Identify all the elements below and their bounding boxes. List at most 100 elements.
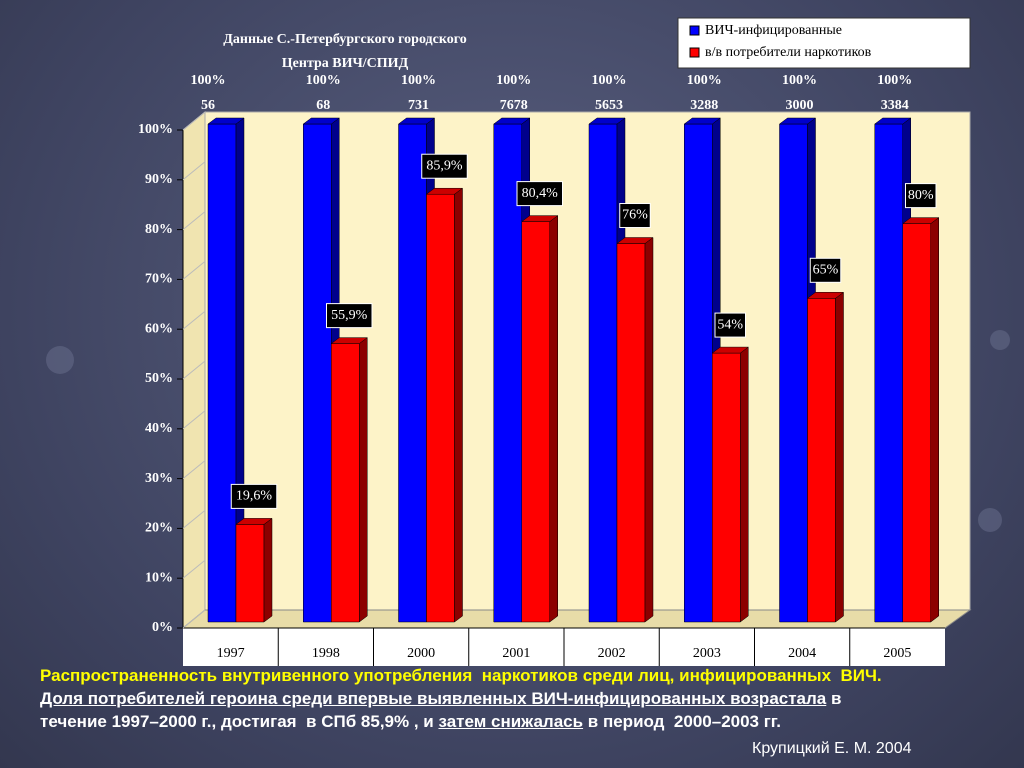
y-tick-label: 80% (145, 222, 173, 237)
legend-label: ВИЧ-инфицированные (705, 23, 842, 38)
bar-top (806, 292, 845, 299)
count-label: 3288 (690, 98, 718, 113)
chart-title: Данные С.-Петербургского городского (223, 32, 466, 47)
grid-line (182, 609, 206, 629)
bar-front (684, 123, 713, 623)
bar (425, 187, 464, 623)
data-label: 100% (191, 73, 226, 88)
bar-top (683, 117, 721, 125)
legend-swatch (689, 25, 700, 36)
data-label-box (326, 303, 373, 329)
bar-top (397, 117, 436, 125)
y-tick-label: 0% (152, 620, 173, 635)
data-label: 85,9% (426, 158, 463, 173)
floor (181, 609, 972, 629)
bar-side (740, 346, 749, 623)
legend (677, 17, 971, 69)
grid-line (182, 559, 206, 579)
bar-side (644, 237, 654, 623)
data-label-box (230, 483, 278, 509)
bar-front (426, 193, 455, 623)
count-label: 68 (316, 98, 330, 113)
count-label: 731 (408, 98, 429, 113)
caption-line: течение 1997–2000 г., достигая в СПб 85,… (40, 710, 1024, 733)
bar (330, 337, 368, 623)
data-label: 100% (782, 73, 817, 88)
bar (521, 215, 559, 623)
data-label-box (619, 203, 651, 229)
bar-top (207, 117, 245, 125)
grid-line (182, 410, 206, 430)
x-tick-label: 2005 (883, 646, 911, 661)
grid-line (182, 261, 206, 280)
grid-line (182, 310, 206, 330)
y-tick-label: 20% (145, 521, 173, 536)
data-label: 80,4% (522, 186, 559, 201)
bar-front (588, 123, 618, 623)
caption-text: в период 2000–2003 гг. (583, 712, 781, 731)
bar-front (303, 123, 332, 623)
y-tick-label: 100% (138, 122, 173, 137)
bar-side (359, 337, 368, 623)
count-label: 3000 (786, 98, 814, 113)
bar-front (235, 524, 265, 623)
y-tick-label: 30% (145, 471, 173, 486)
bar-top (493, 117, 531, 125)
bar-top (235, 518, 273, 525)
data-label: 80% (908, 188, 934, 203)
data-label: 54% (717, 317, 743, 332)
data-label-box (516, 181, 563, 207)
bar-top (425, 187, 464, 195)
decor (46, 346, 74, 374)
bar-top (874, 117, 912, 125)
data-label-box (809, 257, 842, 283)
data-label: 65% (813, 263, 839, 278)
data-label: 100% (401, 73, 436, 88)
y-tick-label: 40% (145, 421, 173, 436)
bar-front (902, 223, 931, 623)
decor (990, 330, 1010, 350)
bar-side (549, 215, 558, 623)
data-label: 76% (622, 208, 648, 223)
grid-line (182, 211, 206, 230)
count-label: 5653 (595, 98, 623, 113)
count-label: 7678 (500, 98, 528, 113)
legend-swatch (689, 47, 700, 58)
x-tick-label: 2003 (693, 646, 721, 661)
bar-top (616, 237, 654, 244)
caption: Распространенность внутривенного употреб… (40, 664, 1024, 733)
bar (902, 217, 940, 623)
data-label: 100% (306, 73, 341, 88)
bar-front (807, 298, 836, 623)
x-tick-label: 2000 (407, 646, 435, 661)
bar-front (521, 221, 550, 623)
bar-top (330, 337, 368, 344)
legend-label: в/в потребители наркотиков (705, 45, 872, 60)
decor (978, 508, 1002, 532)
count-label: 3384 (881, 98, 909, 113)
grid-line (182, 460, 206, 479)
caption-text: течение 1997–2000 г., достигая в СПб 85,… (40, 712, 439, 731)
bar-top (588, 117, 626, 125)
bar-front (874, 123, 903, 623)
x-tick-label: 2002 (598, 646, 626, 661)
x-tick-label: 1998 (312, 646, 340, 661)
bar (711, 346, 749, 623)
data-label: 55,9% (331, 308, 368, 323)
data-label-box (421, 153, 468, 179)
y-tick-label: 70% (145, 272, 173, 287)
bar-top (711, 346, 749, 354)
chart-title: Центра ВИЧ/СПИД (282, 56, 409, 71)
caption-text: затем снижалась (438, 712, 584, 731)
bar-front (398, 123, 427, 623)
x-tick-label: 1997 (217, 646, 245, 661)
count-label: 56 (201, 98, 215, 113)
data-label-box (905, 183, 937, 209)
bar-top (778, 117, 817, 125)
bar-front (779, 123, 808, 623)
bar-top (521, 215, 559, 222)
caption-text: Доля потребителей героина среди впервые … (40, 689, 827, 708)
caption-text: в (826, 689, 842, 708)
grid-line (182, 510, 206, 529)
